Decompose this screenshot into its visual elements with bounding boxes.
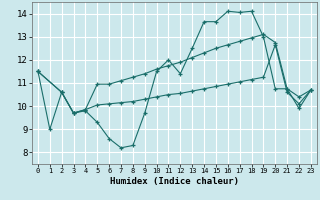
X-axis label: Humidex (Indice chaleur): Humidex (Indice chaleur) xyxy=(110,177,239,186)
